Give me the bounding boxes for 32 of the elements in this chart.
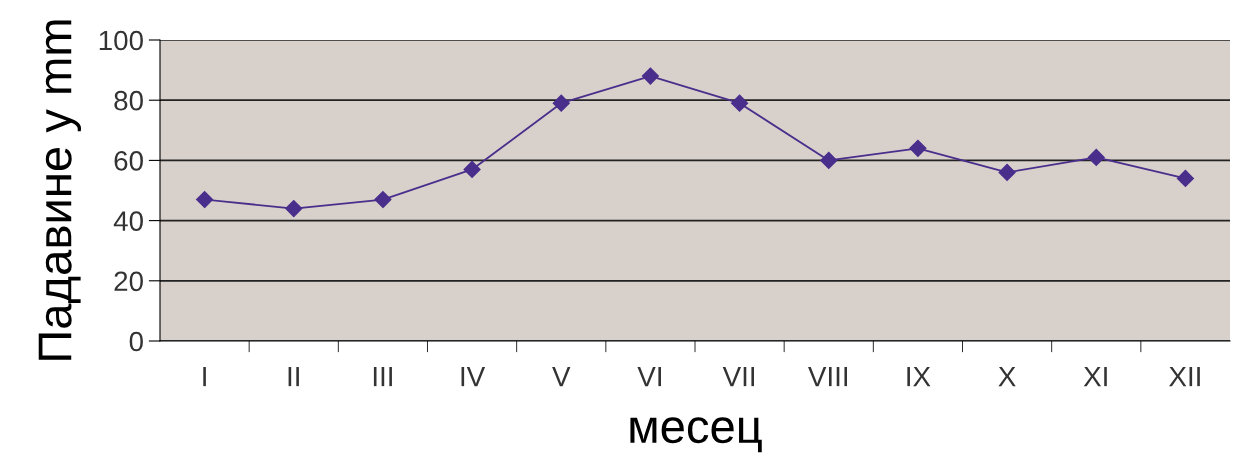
x-tick-label: VII xyxy=(722,367,754,387)
x-tick-label: VIII xyxy=(808,367,848,387)
point xyxy=(196,190,214,209)
point xyxy=(285,200,303,218)
point xyxy=(463,160,481,178)
x-tick-label: II xyxy=(288,367,299,387)
x-tick-label: I xyxy=(203,367,206,387)
x-tick-label: X xyxy=(998,367,1016,387)
x-axis-title: месец xyxy=(630,417,762,453)
y-axis-title: Падавине у mm xyxy=(38,20,82,360)
x-tick-label: III xyxy=(373,367,392,387)
x-tick-label: XII xyxy=(1169,367,1200,387)
x-tick-label: XI xyxy=(1083,367,1107,387)
y-tick-label: 80 xyxy=(114,90,143,111)
point xyxy=(731,94,749,112)
point xyxy=(1087,148,1105,166)
y-tick-label: 20 xyxy=(114,271,143,292)
point xyxy=(909,139,927,157)
point xyxy=(374,190,392,209)
x-tick-label: IV xyxy=(461,367,486,387)
point xyxy=(998,163,1016,181)
point xyxy=(641,67,659,85)
point xyxy=(1176,169,1194,188)
point xyxy=(552,94,570,112)
x-tick-label: V xyxy=(552,367,571,387)
x-tick-label: IX xyxy=(907,367,931,387)
y-tick-label: 40 xyxy=(113,211,143,231)
x-tick-label: VI xyxy=(637,367,661,387)
point xyxy=(820,151,838,169)
y-tick-label: 100 xyxy=(99,30,143,51)
y-tick-label: 60 xyxy=(114,151,143,171)
y-tick-label: 0 xyxy=(129,331,143,352)
